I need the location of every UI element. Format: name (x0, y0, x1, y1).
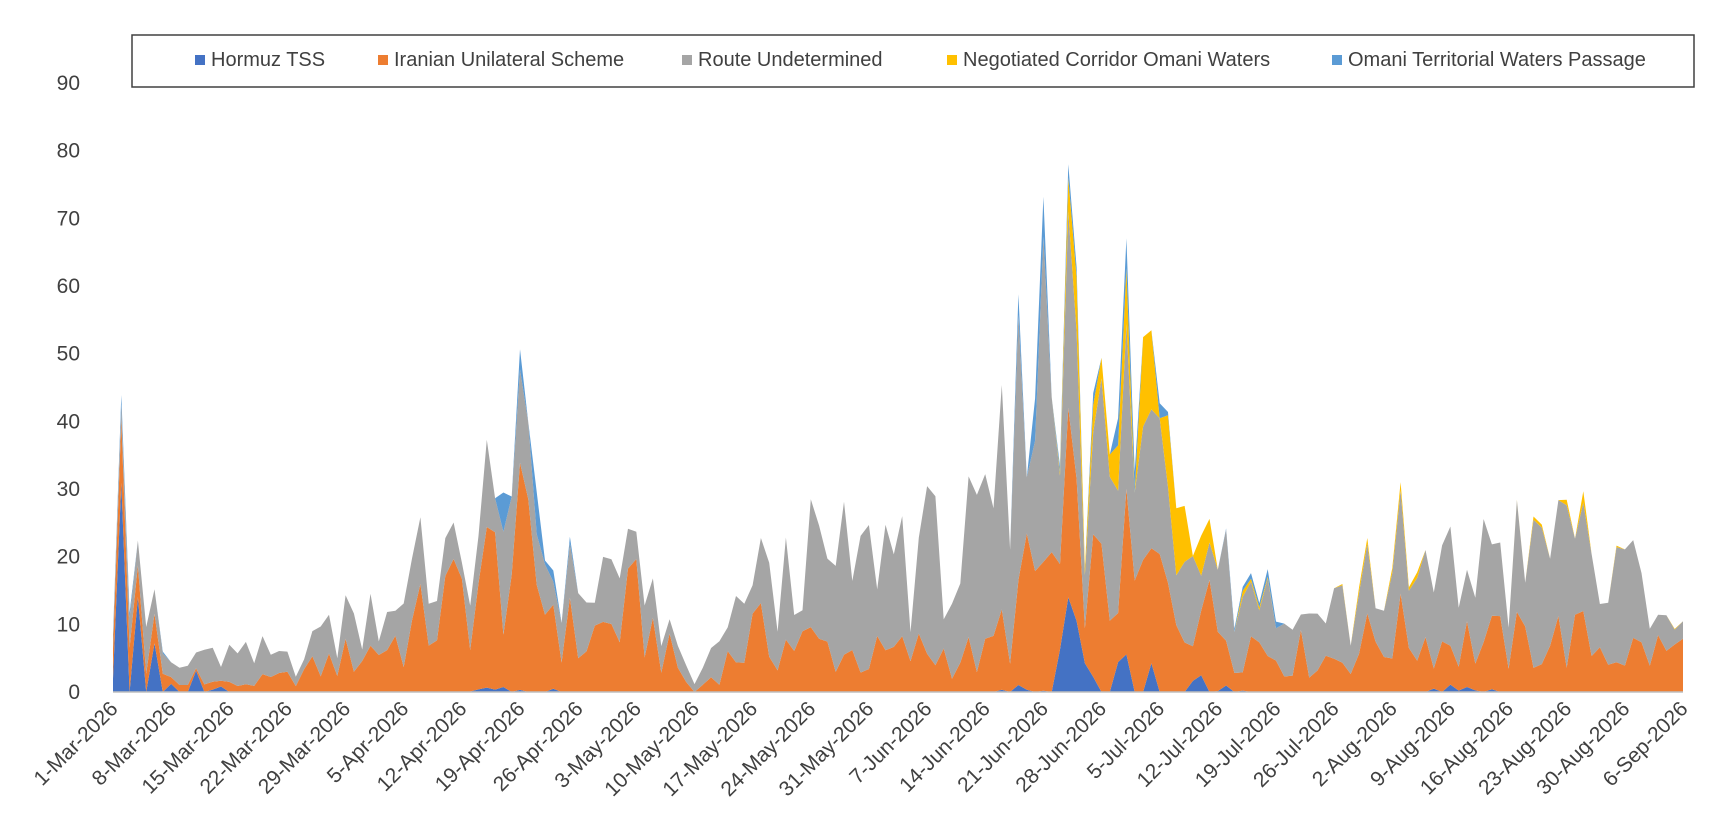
legend-item: Hormuz TSS (195, 49, 325, 71)
y-tick-label: 70 (57, 207, 80, 230)
legend: Hormuz TSS Iranian Unilateral Scheme Route… (131, 34, 1695, 88)
y-tick-label: 0 (68, 681, 80, 704)
area-series-3 (113, 211, 1683, 692)
y-tick-label: 50 (57, 343, 80, 366)
y-tick-label: 80 (57, 140, 80, 163)
y-tick-label: 60 (57, 275, 80, 298)
legend-swatch (195, 55, 205, 65)
legend-item: Negotiated Corridor Omani Waters (947, 49, 1270, 71)
legend-box (131, 34, 1695, 88)
legend-swatch (682, 55, 692, 65)
y-tick-label: 20 (57, 546, 80, 569)
legend-label: Route Undetermined (698, 49, 883, 71)
legend-item: Omani Territorial Waters Passage (1332, 49, 1646, 71)
legend-item: Route Undetermined (682, 49, 883, 71)
area-series-2 (113, 407, 1683, 692)
legend-label: Hormuz TSS (211, 49, 325, 71)
y-tick-label: 40 (57, 410, 80, 433)
y-tick-label: 30 (57, 478, 80, 501)
y-tick-label: 90 (57, 72, 80, 95)
legend-label: Iranian Unilateral Scheme (394, 49, 624, 71)
y-axis: 0 10 20 30 40 50 60 70 80 90 (57, 72, 80, 704)
legend-swatch (378, 55, 388, 65)
legend-item: Iranian Unilateral Scheme (378, 49, 624, 71)
y-tick-label: 10 (57, 613, 80, 636)
legend-label: Negotiated Corridor Omani Waters (963, 49, 1270, 71)
plot-area (113, 164, 1683, 692)
legend-label: Omani Territorial Waters Passage (1348, 49, 1646, 71)
legend-swatch (947, 55, 957, 65)
legend-swatch (1332, 55, 1342, 65)
